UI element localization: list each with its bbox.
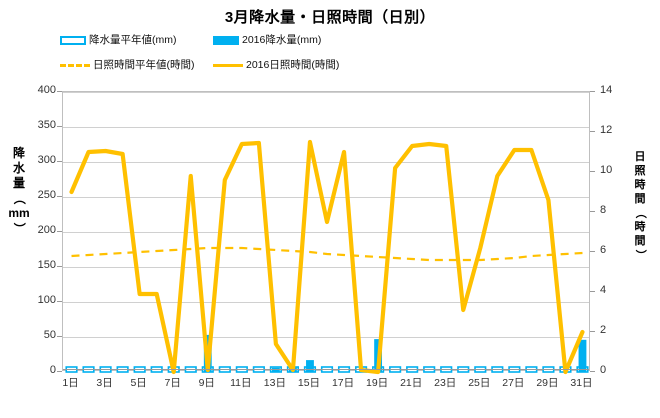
y-axis-right-tickmark (590, 291, 595, 292)
y-axis-right-tickmark (590, 91, 595, 92)
line-sunshine-normal (71, 246, 583, 262)
legend-label-precip-2016: 2016降水量(mm) (242, 34, 322, 46)
x-axis-line (63, 369, 589, 370)
axis-title-char: mm (8, 206, 30, 220)
y-axis-right-tickmark (590, 131, 595, 132)
axis-title-char: 日 (634, 151, 646, 163)
x-axis-tick-label: 11日 (230, 377, 252, 389)
chart-legend: 降水量平年値(mm) 2016降水量(mm) 日照時間平年値(時間) 2016日… (0, 31, 660, 79)
y-axis-right-tickmark (590, 251, 595, 252)
x-axis-tick-label: 19日 (366, 377, 389, 389)
legend-label-sunshine-2016: 2016日照時間(時間) (246, 59, 340, 71)
x-axis-tick-label: 25日 (468, 377, 491, 389)
y-axis-left-tick-label: 200 (37, 224, 56, 236)
line-sunshine-2016 (69, 139, 585, 375)
legend-swatch-precip-normal-icon (60, 35, 86, 45)
y-axis-right-tickmark (590, 171, 595, 172)
gridline (63, 92, 589, 93)
x-axis-tick-label: 21日 (400, 377, 423, 389)
y-axis-right-tick-label: 2 (600, 324, 607, 336)
series-layer (65, 139, 589, 375)
axis-title-char: 降 (12, 146, 25, 160)
y-axis-left-tick-label: 50 (43, 329, 56, 341)
plot-area (62, 91, 590, 375)
y-axis-left-tickmark (57, 266, 62, 267)
axis-title-char: 間 (634, 193, 646, 205)
y-axis-left-tickmark (57, 196, 62, 197)
legend-item-precip-2016: 2016降水量(mm) (213, 35, 321, 46)
y-axis-right-title: 日照時間（時間） (629, 150, 651, 262)
legend-item-precip-normal: 降水量平年値(mm) (60, 35, 177, 46)
y-axis-left-tick-label: 0 (49, 364, 56, 376)
y-axis-left-tick-label: 150 (37, 259, 56, 271)
x-axis-tick-label: 3日 (96, 377, 113, 389)
x-axis-tick-label: 1日 (62, 377, 79, 389)
y-axis-left-tick-label: 300 (37, 154, 56, 166)
axis-title-char: 照 (634, 165, 646, 177)
y-axis-right-tickmark (590, 371, 595, 372)
gridline (63, 162, 589, 163)
bar-precip-2016 (306, 360, 314, 372)
y-axis-left-tickmark (57, 91, 62, 92)
axis-title-char: 水 (12, 161, 25, 175)
gridline (63, 267, 589, 268)
x-axis-tick-label: 9日 (198, 377, 215, 389)
gridline (63, 337, 589, 338)
y-axis-left-tick-label: 250 (37, 189, 56, 201)
y-axis-left-tickmark (57, 371, 62, 372)
x-axis-tick-label: 7日 (164, 377, 181, 389)
y-axis-left-tickmark (57, 126, 62, 127)
legend-item-sunshine-2016: 2016日照時間(時間) (213, 60, 339, 71)
chart-title: 3月降水量・日照時間（日別） (224, 9, 436, 26)
legend-label-precip-normal: 降水量平年値(mm) (89, 34, 177, 46)
y-axis-right-tick-label: 12 (600, 124, 613, 136)
legend-swatch-sunshine-normal-icon (60, 63, 90, 67)
y-axis-left-tick-label: 100 (37, 294, 56, 306)
y-axis-left-tick-label: 400 (37, 84, 56, 96)
y-axis-right-tick-label: 8 (600, 204, 607, 216)
bar-precip-2016 (578, 339, 587, 372)
y-axis-right-tick-label: 14 (600, 84, 613, 96)
y-axis-right-tickmark (590, 331, 595, 332)
y-axis-right-tick-label: 10 (600, 164, 613, 176)
y-axis-right-tickmark (590, 211, 595, 212)
y-axis-left-tick-label: 350 (37, 119, 56, 131)
gridline (63, 232, 589, 233)
x-axis-tick-label: 17日 (331, 377, 355, 389)
y-axis-right-tick-label: 0 (600, 364, 607, 376)
gridline (63, 197, 589, 198)
legend-item-sunshine-normal: 日照時間平年値(時間) (60, 60, 195, 71)
axis-title-char: 時 (634, 221, 646, 233)
x-axis-tick-label: 13日 (263, 377, 286, 389)
axis-title-char: 量 (12, 176, 25, 190)
y-axis-right-tick-label: 6 (600, 244, 607, 256)
y-axis-left-tickmark (57, 301, 62, 302)
y-axis-left-tickmark (57, 161, 62, 162)
x-axis-tick-label: 5日 (130, 377, 147, 389)
axis-title-char: 間 (634, 235, 646, 247)
x-axis-tick-label: 23日 (434, 377, 457, 389)
x-axis-tick-label: 15日 (297, 377, 321, 389)
x-axis-tick-label: 27日 (502, 377, 525, 389)
gridline (63, 127, 589, 128)
gridline (63, 302, 589, 303)
y-axis-left-title: 降水量（mm） (8, 146, 30, 236)
legend-swatch-sunshine-2016-icon (213, 63, 243, 67)
y-axis-left-tickmark (57, 336, 62, 337)
x-axis-tick-label: 29日 (536, 377, 559, 389)
axis-title-char: 時 (634, 179, 646, 191)
y-axis-left-tickmark (57, 231, 62, 232)
legend-label-sunshine-normal: 日照時間平年値(時間) (93, 59, 195, 71)
legend-swatch-precip-2016-icon (213, 35, 239, 45)
y-axis-right-tick-label: 4 (600, 284, 607, 296)
x-axis-tick-label: 31日 (570, 377, 593, 389)
